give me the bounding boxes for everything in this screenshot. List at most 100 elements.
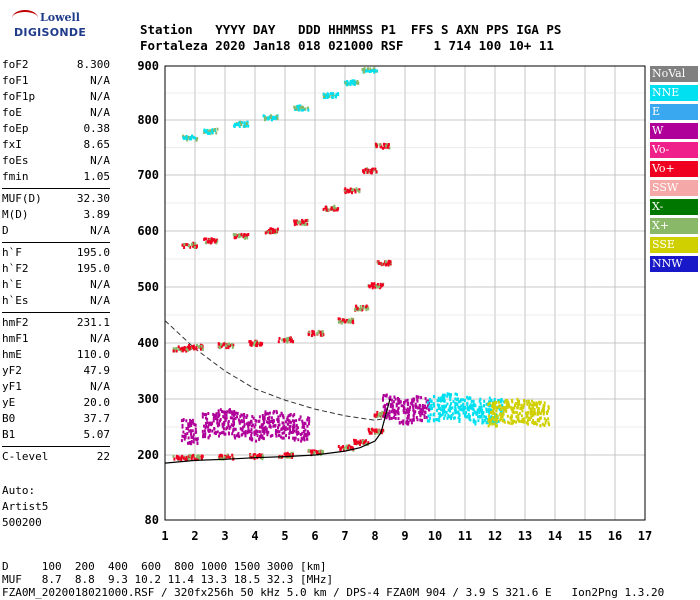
echo-point [181, 423, 184, 427]
profile-solid-line [164, 398, 391, 464]
echo-point [439, 412, 441, 416]
echo-point [285, 434, 287, 438]
echo-point [223, 421, 226, 424]
echo-point [433, 419, 436, 423]
echo-point [230, 410, 233, 414]
echo-point [521, 418, 524, 421]
echo-point [506, 398, 509, 402]
echo-point [312, 330, 315, 334]
echo-point [261, 342, 264, 346]
echo-point [268, 418, 271, 422]
echo-point [331, 96, 334, 99]
echo-point [228, 432, 230, 436]
echo-point [175, 349, 178, 353]
param-value: 195.0 [76, 246, 110, 259]
echo-point [322, 92, 325, 96]
echo-point [359, 439, 362, 443]
echo-point [525, 421, 528, 425]
echo-point [191, 134, 193, 138]
echo-point [461, 408, 464, 412]
echo-point [186, 346, 189, 350]
echo-point [261, 454, 264, 458]
echo-point [219, 346, 221, 350]
echo-point [349, 187, 352, 191]
echo-point [531, 420, 534, 424]
echo-point [181, 434, 184, 438]
echo-point [284, 426, 287, 430]
param-separator [2, 188, 110, 189]
param-label: yF1 [2, 380, 22, 393]
echo-point [303, 435, 305, 439]
echo-point [294, 221, 297, 225]
echo-point [293, 420, 295, 424]
echo-point [250, 343, 253, 347]
param-row: h`Es N/A [2, 294, 110, 310]
echo-point [351, 79, 354, 83]
echo-point [231, 455, 234, 459]
echo-point [355, 187, 358, 191]
echo-point [487, 402, 490, 406]
param-label: M(D) [2, 208, 29, 221]
echo-point [487, 408, 490, 412]
param-row: yF2 47.9 [2, 364, 110, 380]
echo-point [466, 407, 469, 411]
y-tick-label: 80 [145, 513, 159, 527]
echo-point [547, 409, 549, 413]
echo-point [528, 405, 531, 408]
echo-point [252, 453, 255, 457]
echo-point [288, 425, 291, 429]
echo-point [454, 392, 457, 396]
echo-point [506, 406, 509, 410]
echo-point [493, 411, 496, 415]
echo-point [304, 107, 307, 111]
echo-point [190, 442, 193, 446]
echo-point [467, 397, 470, 401]
echo-point [181, 349, 184, 353]
polarization-legend: NoVal NNE E W Vo- Vo+ SSW X- X+ SSE NNW [650, 66, 698, 275]
echo-point [539, 400, 542, 404]
echo-point [437, 396, 440, 400]
echo-point [515, 415, 518, 419]
echo-point [268, 415, 271, 419]
echo-point [255, 419, 258, 423]
echo-point [194, 431, 197, 434]
echo-point [207, 425, 210, 429]
echo-point [225, 413, 228, 417]
echo-point [501, 415, 504, 419]
echo-point [222, 343, 225, 347]
echo-point [187, 457, 190, 461]
echo-point [520, 406, 523, 410]
echo-point [450, 414, 453, 418]
echo-point [416, 399, 419, 403]
echo-point [367, 427, 370, 431]
echo-point [388, 263, 391, 267]
echo-point [492, 409, 494, 413]
echo-point [528, 401, 531, 405]
echo-point [412, 399, 415, 403]
echo-point [195, 246, 198, 249]
echo-point [510, 418, 513, 422]
echo-point [442, 393, 444, 397]
echo-point [444, 410, 447, 414]
echo-point [513, 410, 516, 414]
echo-point [468, 414, 471, 418]
echo-point [275, 229, 278, 233]
echo-point [205, 421, 207, 425]
echo-point [269, 116, 272, 119]
echo-point [266, 116, 269, 120]
echo-point [307, 448, 310, 452]
legend-item: Vo- [650, 142, 698, 158]
echo-point [393, 395, 396, 399]
echo-point [421, 406, 424, 410]
echo-point [345, 83, 348, 87]
echo-point [285, 339, 288, 343]
echo-point [358, 441, 360, 445]
echo-point [515, 411, 518, 415]
echo-point [254, 432, 257, 435]
echo-point [247, 233, 250, 236]
echo-point [349, 82, 352, 86]
echo-point [240, 232, 243, 236]
echo-point [344, 190, 347, 194]
echo-point [311, 450, 314, 454]
echo-point [516, 397, 519, 401]
